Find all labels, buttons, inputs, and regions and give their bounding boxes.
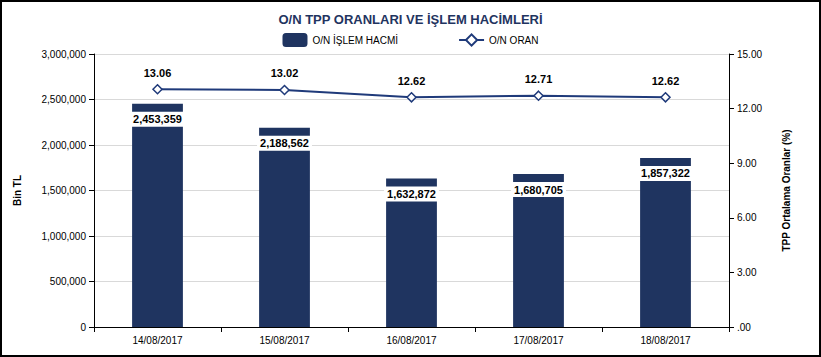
- svg-text:9.00: 9.00: [737, 158, 757, 169]
- svg-text:6.00: 6.00: [737, 212, 757, 223]
- svg-text:18/08/2017: 18/08/2017: [640, 335, 690, 346]
- svg-text:3.00: 3.00: [737, 267, 757, 278]
- svg-text:.00: .00: [737, 322, 751, 333]
- svg-text:12.00: 12.00: [737, 103, 762, 114]
- svg-text:15/08/2017: 15/08/2017: [259, 335, 309, 346]
- svg-text:O/N İŞLEM HACMİ: O/N İŞLEM HACMİ: [312, 34, 398, 46]
- svg-text:16/08/2017: 16/08/2017: [386, 335, 436, 346]
- svg-text:17/08/2017: 17/08/2017: [513, 335, 563, 346]
- svg-text:2,500,000: 2,500,000: [42, 94, 87, 105]
- svg-text:1,500,000: 1,500,000: [42, 185, 87, 196]
- svg-text:1,632,872: 1,632,872: [387, 188, 436, 200]
- svg-text:13.02: 13.02: [271, 67, 299, 79]
- svg-text:15.00: 15.00: [737, 49, 762, 60]
- svg-text:3,000,000: 3,000,000: [42, 49, 87, 60]
- svg-text:TPP Ortalama Oranlar (%): TPP Ortalama Oranlar (%): [781, 129, 792, 251]
- svg-text:12.62: 12.62: [652, 75, 680, 87]
- svg-text:2,000,000: 2,000,000: [42, 140, 87, 151]
- svg-text:2,188,562: 2,188,562: [260, 137, 309, 149]
- svg-text:1,857,322: 1,857,322: [641, 167, 690, 179]
- svg-text:12.71: 12.71: [525, 73, 553, 85]
- svg-text:O/N ORAN: O/N ORAN: [489, 35, 538, 46]
- svg-text:12.62: 12.62: [398, 75, 426, 87]
- svg-text:2,453,359: 2,453,359: [133, 113, 182, 125]
- svg-text:500,000: 500,000: [50, 276, 87, 287]
- svg-text:14/08/2017: 14/08/2017: [132, 335, 182, 346]
- svg-text:0: 0: [80, 322, 86, 333]
- svg-text:O/N TPP ORANLARI VE İŞLEM HACİ: O/N TPP ORANLARI VE İŞLEM HACİMLERİ: [278, 12, 542, 27]
- svg-text:13.06: 13.06: [144, 67, 172, 79]
- svg-text:1,680,705: 1,680,705: [514, 184, 563, 196]
- svg-text:1,000,000: 1,000,000: [42, 231, 87, 242]
- svg-text:Bin TL: Bin TL: [12, 175, 23, 206]
